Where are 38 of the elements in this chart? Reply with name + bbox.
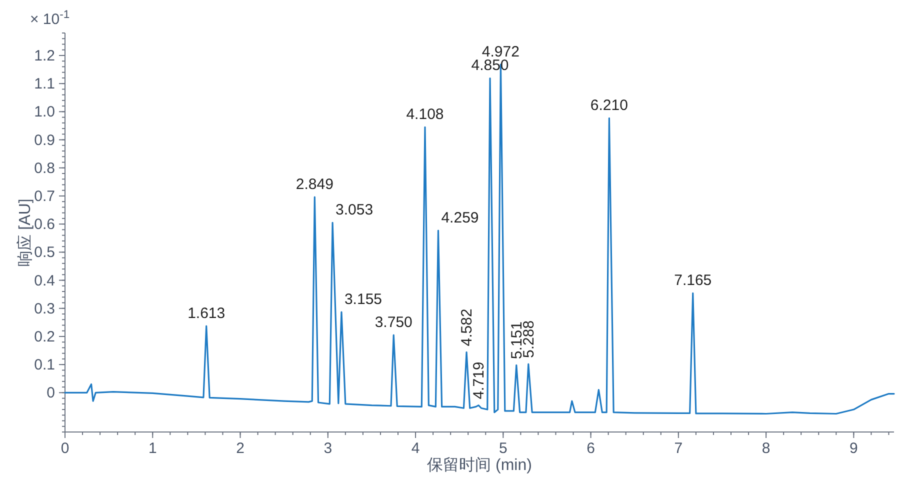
x-tick-label: 0 xyxy=(60,440,70,457)
annotation: 5.288 xyxy=(520,320,538,358)
y-tick-label: 1.1 xyxy=(34,76,55,93)
x-tick-label: 2 xyxy=(236,440,244,457)
y-tick-label: 0.4 xyxy=(34,272,55,290)
x-tick-label: 8 xyxy=(762,440,770,457)
x-tick-label: 7 xyxy=(674,440,683,457)
y-tick-label: 0.8 xyxy=(34,160,55,177)
y-tick-label: 1.2 xyxy=(34,47,55,64)
annotation: 3.053 xyxy=(336,202,374,219)
x-tick-label: 9 xyxy=(850,440,858,457)
annotation: 4.259 xyxy=(441,210,479,227)
x-tick-label: 4 xyxy=(411,440,420,457)
y-tick-label: 0.1 xyxy=(34,356,55,374)
annotation: 4.719 xyxy=(470,362,488,400)
y-tick-label: 0.2 xyxy=(34,328,55,346)
x-axis-title: 保留时间 (min) xyxy=(427,456,532,474)
x-tick-label: 1 xyxy=(148,440,157,457)
y-tick-label: 0.9 xyxy=(34,132,55,149)
y-tick-label: 0.7 xyxy=(34,188,55,205)
x-tick-label: 6 xyxy=(586,440,595,457)
x-tick-label: 5 xyxy=(498,440,508,457)
annotation: 7.165 xyxy=(674,272,712,290)
y-tick-label: 0 xyxy=(46,384,55,402)
annotation: 4.582 xyxy=(458,308,476,346)
annotation: 6.210 xyxy=(590,97,628,114)
annotation: 3.155 xyxy=(344,291,382,308)
y-axis-title: 响应 [AU] xyxy=(16,198,34,266)
annotation: 3.750 xyxy=(374,314,412,332)
annotation: 1.613 xyxy=(188,305,226,322)
y-tick-label: 1.0 xyxy=(34,104,55,121)
y-tick-label: 0.5 xyxy=(34,244,55,262)
y-tick-label: 0.6 xyxy=(34,216,55,234)
text: × 10$^{-1}$ xyxy=(30,9,70,28)
annotation: 2.849 xyxy=(296,176,334,194)
y-tick-label: 0.3 xyxy=(34,300,55,318)
annotation: 4.108 xyxy=(406,106,444,124)
x-tick-label: 3 xyxy=(324,440,332,457)
